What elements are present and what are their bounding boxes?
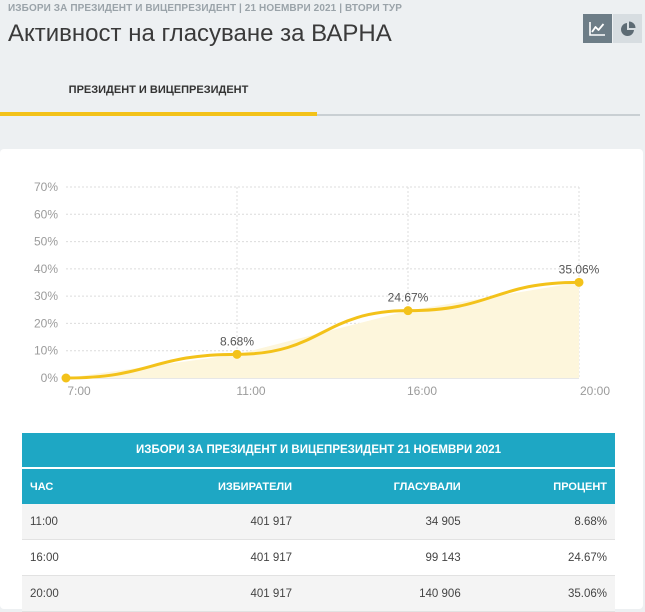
- pie-chart-button[interactable]: [613, 14, 642, 43]
- y-tick-label: 30%: [34, 289, 58, 303]
- cell-voters: 401 917: [145, 504, 294, 540]
- data-point: [61, 373, 71, 383]
- table-row: 16:00 401 917 99 143 24.67%: [22, 539, 615, 576]
- y-tick-label: 10%: [34, 344, 58, 358]
- y-tick-label: 0%: [41, 371, 59, 385]
- y-tick-label: 50%: [34, 235, 58, 249]
- series-line: [65, 280, 580, 380]
- x-tick-label: 7:00: [67, 384, 91, 398]
- table-row: 20:00 401 917 140 906 35.06%: [22, 575, 615, 612]
- x-tick-label: 20:00: [580, 384, 610, 398]
- table-caption: ИЗБОРИ ЗА ПРЕЗИДЕНТ И ВИЦЕПРЕЗИДЕНТ 21 Н…: [22, 433, 615, 468]
- tab-president[interactable]: ПРЕЗИДЕНТ И ВИЦЕПРЕЗИДЕНТ: [68, 84, 249, 96]
- series-area: [66, 282, 579, 378]
- header-voted: ГЛАСУВАЛИ: [293, 467, 462, 504]
- cell-voters: 401 917: [145, 575, 294, 612]
- table-row: 11:00 401 917 34 905 8.68%: [22, 504, 615, 540]
- header-voters: ИЗБИРАТЕЛИ: [145, 467, 294, 504]
- header-percent: ПРОЦЕНТ: [461, 467, 615, 504]
- header-hour: ЧАС: [22, 467, 146, 504]
- turnout-table: ИЗБОРИ ЗА ПРЕЗИДЕНТ И ВИЦЕПРЕЗИДЕНТ 21 Н…: [22, 433, 615, 612]
- cell-hour: 11:00: [22, 504, 146, 540]
- turnout-chart: 0% 10% 20% 30% 40% 50% 60% 70% 7:00 11:00 16:00 20:…: [34, 180, 610, 398]
- active-tab-indicator: [0, 112, 317, 116]
- cell-percent: 8.68%: [461, 504, 615, 540]
- x-tick-label: 11:00: [236, 384, 265, 398]
- data-label: 8.68%: [220, 334, 254, 348]
- view-toggle: [583, 14, 642, 43]
- y-tick-label: 20%: [34, 316, 58, 330]
- x-tick-label: 16:00: [407, 384, 437, 398]
- y-tick-label: 70%: [34, 180, 58, 194]
- cell-percent: 35.06%: [461, 575, 615, 612]
- line-chart-button[interactable]: [583, 14, 612, 43]
- pie-chart-icon: [620, 21, 635, 36]
- y-tick-label: 40%: [34, 262, 58, 276]
- chart-card: 0% 10% 20% 30% 40% 50% 60% 70% 7:00 11:00 16:00 20:…: [0, 149, 643, 612]
- line-chart-icon: [589, 22, 605, 36]
- cell-hour: 16:00: [22, 539, 146, 576]
- breadcrumb: ИЗБОРИ ЗА ПРЕЗИДЕНТ И ВИЦЕПРЕЗИДЕНТ | 21…: [8, 3, 402, 14]
- cell-voted: 140 906: [293, 575, 462, 612]
- cell-voted: 34 905: [293, 504, 462, 540]
- data-label: 35.06%: [559, 262, 600, 276]
- data-point: [232, 349, 242, 359]
- data-point: [403, 306, 413, 316]
- tab-bar: ПРЕЗИДЕНТ И ВИЦЕПРЕЗИДЕНТ: [0, 68, 640, 116]
- cell-percent: 24.67%: [461, 539, 615, 576]
- cell-hour: 20:00: [22, 575, 146, 612]
- data-label: 24.67%: [388, 291, 429, 305]
- page-title: Активност на гласуване за ВАРНА: [8, 20, 392, 47]
- cell-voters: 401 917: [145, 539, 294, 576]
- data-point: [574, 277, 584, 287]
- cell-voted: 99 143: [293, 539, 462, 576]
- y-tick-label: 60%: [34, 207, 58, 221]
